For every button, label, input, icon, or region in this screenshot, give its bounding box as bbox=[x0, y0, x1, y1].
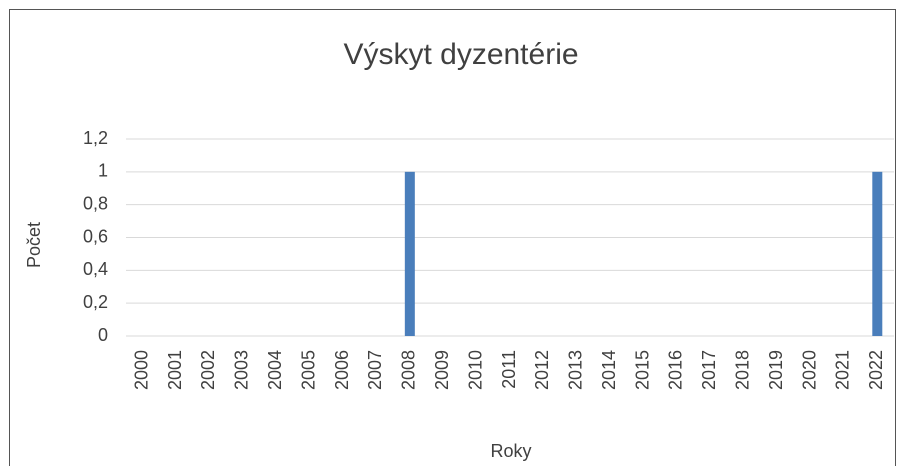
x-tick-label: 2018 bbox=[732, 350, 752, 390]
x-tick-label: 2001 bbox=[165, 350, 185, 390]
x-tick-label: 2000 bbox=[131, 350, 151, 390]
x-tick-label: 2005 bbox=[298, 350, 318, 390]
x-tick-label: 2015 bbox=[632, 350, 652, 390]
x-tick-label: 2004 bbox=[265, 350, 285, 390]
x-tick-label: 2003 bbox=[232, 350, 252, 390]
y-tick-label: 0 bbox=[98, 325, 108, 345]
x-tick-label: 2014 bbox=[599, 350, 619, 390]
x-tick-label: 2008 bbox=[399, 350, 419, 390]
x-tick-label: 2019 bbox=[766, 350, 786, 390]
bar bbox=[404, 171, 415, 336]
x-tick-label: 2022 bbox=[866, 350, 886, 390]
y-axis-label: Počet bbox=[24, 222, 44, 268]
x-tick-label: 2006 bbox=[332, 350, 352, 390]
bar bbox=[872, 171, 883, 336]
x-axis-label: Roky bbox=[490, 441, 531, 461]
y-tick-label: 0,6 bbox=[83, 226, 108, 246]
x-tick-label: 2011 bbox=[499, 350, 519, 389]
x-tick-label: 2017 bbox=[699, 350, 719, 390]
y-tick-label: 1,2 bbox=[83, 128, 108, 148]
x-tick-label: 2002 bbox=[198, 350, 218, 390]
x-tick-label: 2016 bbox=[666, 350, 686, 390]
y-tick-label: 1 bbox=[98, 161, 108, 181]
chart-frame bbox=[9, 9, 896, 466]
chart-title: Výskyt dyzentérie bbox=[343, 38, 578, 71]
y-tick-label: 0,4 bbox=[83, 259, 108, 279]
x-tick-label: 2020 bbox=[799, 350, 819, 390]
x-tick-label: 2013 bbox=[566, 350, 586, 390]
x-tick-label: 2009 bbox=[432, 350, 452, 390]
y-tick-label: 0,8 bbox=[83, 193, 108, 213]
x-tick-label: 2021 bbox=[833, 350, 853, 390]
x-tick-label: 2007 bbox=[365, 350, 385, 390]
x-tick-label: 2010 bbox=[465, 350, 485, 390]
y-tick-label: 0,2 bbox=[83, 292, 108, 312]
x-tick-label: 2012 bbox=[532, 350, 552, 390]
